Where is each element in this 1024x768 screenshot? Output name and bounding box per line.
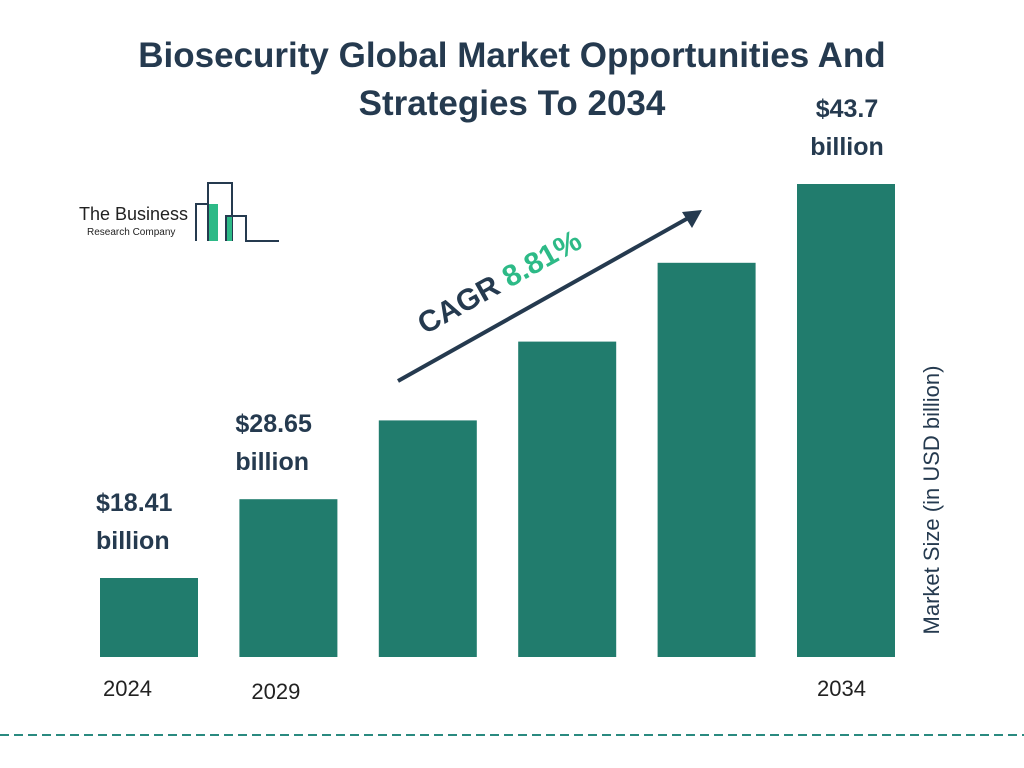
logo-subtext: Research Company [87,227,176,238]
cagr-arrow [397,215,691,383]
logo-text: The Business [79,204,189,224]
x-tick-label: 2034 [817,676,866,701]
x-tick-label: 2029 [251,679,301,704]
bar-2029 [239,499,338,657]
x-tick-label: 2024 [103,676,152,701]
y-axis-label: Market Size (in USD billion) [919,365,944,635]
arrow-head-icon [682,210,702,228]
bar-2034 [797,184,895,657]
data-label: $28.65 billion [235,410,312,477]
bar-bar3 [378,420,477,657]
logo-mark [195,182,279,242]
bar-bar4 [518,341,617,657]
data-label: $18.41 billion [96,489,173,555]
chart-title: Biosecurity Global Market Opportunities … [138,36,886,123]
bar-bar5 [657,262,756,657]
bar-2024 [100,578,198,657]
data-label: $43.7 billion [810,95,884,161]
